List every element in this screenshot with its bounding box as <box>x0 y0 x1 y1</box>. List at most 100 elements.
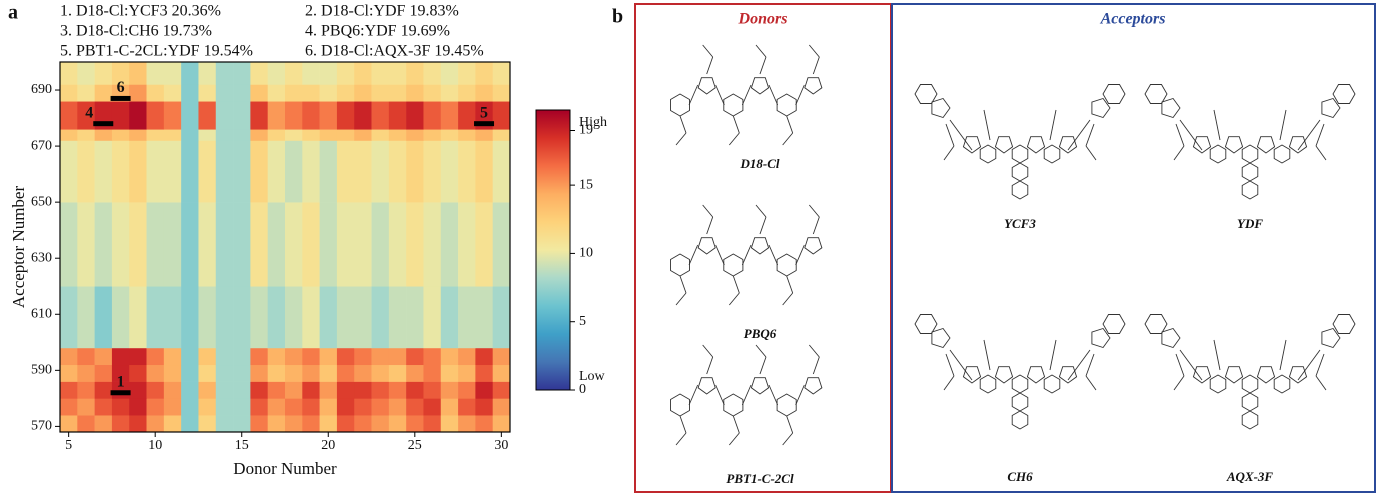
heatmap-cell <box>215 62 234 85</box>
bond <box>808 204 820 218</box>
heatmap-cell <box>163 101 182 130</box>
heatmap-cell <box>319 129 338 141</box>
heatmap-cell <box>285 101 303 130</box>
heatmap-cell <box>250 129 268 141</box>
x-tick-label: 25 <box>408 438 422 453</box>
ring <box>1209 374 1227 394</box>
heatmap-cell <box>475 140 493 203</box>
ring <box>1241 180 1259 200</box>
heatmap-cell <box>129 381 147 399</box>
ring <box>931 97 951 119</box>
heatmap-cell <box>388 84 407 102</box>
heatmap-cell <box>319 202 338 287</box>
bond <box>983 109 991 141</box>
ring <box>979 144 997 164</box>
heatmap-cell <box>250 398 268 416</box>
heatmap-cell <box>60 202 78 287</box>
bond <box>1279 339 1287 371</box>
heatmap-cell <box>406 364 424 382</box>
marker-bar <box>474 121 495 127</box>
heatmap-cell <box>336 347 355 366</box>
heatmap-cell <box>371 415 390 433</box>
colorbar-tick-label: 10 <box>579 246 593 261</box>
heatmap-cell <box>423 347 442 366</box>
heatmap-cell <box>319 101 338 130</box>
heatmap-cell <box>181 140 199 203</box>
heatmap-cell <box>458 286 476 349</box>
heatmap-cell <box>163 140 182 203</box>
heatmap-cell <box>111 140 130 203</box>
y-tick-label: 570 <box>31 419 52 434</box>
heatmap-cell <box>181 286 199 349</box>
heatmap-cell <box>163 62 182 85</box>
heatmap-cell <box>492 398 511 416</box>
heatmap-cell <box>475 364 493 382</box>
heatmap-cell <box>423 62 442 85</box>
heatmap-cell <box>406 202 424 287</box>
heatmap-cell <box>492 129 511 141</box>
heatmap-cell <box>60 398 78 416</box>
bond <box>768 244 779 266</box>
bond <box>1213 339 1221 371</box>
bond <box>675 432 687 446</box>
colorbar-tick-label: 19 <box>579 123 593 138</box>
heatmap-cell <box>354 364 372 382</box>
heatmap-cell <box>129 140 147 203</box>
bond <box>795 244 805 266</box>
heatmap-cell <box>250 101 268 130</box>
bond <box>755 344 767 358</box>
molecule <box>670 204 823 306</box>
heatmap-cell <box>302 140 320 203</box>
bond <box>759 216 767 235</box>
bond <box>732 415 740 434</box>
bond <box>702 344 714 358</box>
ring <box>1241 374 1259 394</box>
bond <box>675 132 687 146</box>
heatmap-cell <box>250 286 268 349</box>
ring <box>1011 410 1029 430</box>
heatmap-cell <box>423 101 442 130</box>
heatmap-cell <box>423 202 442 287</box>
heatmap-cell <box>60 364 78 382</box>
heatmap-cell <box>94 398 113 416</box>
heatmap-cell <box>215 101 234 130</box>
heatmap-cell <box>60 381 78 399</box>
heatmap-cell <box>250 381 268 399</box>
panel-label: a <box>8 2 18 24</box>
heatmap-cell <box>302 364 320 382</box>
heatmap-cell <box>371 347 390 366</box>
ring <box>1241 392 1259 412</box>
ring <box>1332 84 1356 104</box>
heatmap-cell <box>440 62 459 85</box>
heatmap-cell <box>492 381 511 399</box>
heatmap-cell <box>267 140 286 203</box>
heatmap-cell <box>181 202 199 287</box>
bond <box>1085 145 1097 161</box>
heatmap-cell <box>475 381 493 399</box>
ring <box>1332 314 1356 334</box>
heatmap-cell <box>250 347 268 366</box>
colorbar-high: High <box>579 115 607 130</box>
heatmap-cell <box>215 347 234 366</box>
heatmap-cell <box>215 140 234 203</box>
heatmap-cell <box>146 129 165 141</box>
heatmap-cell <box>198 84 217 102</box>
heatmap-cell <box>77 202 95 287</box>
heatmap-cell <box>181 347 199 366</box>
heatmap-cell <box>302 286 320 349</box>
heatmap-cell <box>233 129 251 141</box>
heatmap-cell <box>371 286 390 349</box>
molecule <box>914 314 1126 430</box>
molecule-name: YCF3 <box>1004 216 1036 231</box>
heatmap-cell <box>129 84 147 102</box>
marker-bar <box>110 95 131 101</box>
bond <box>1315 145 1327 161</box>
x-tick-label: 10 <box>148 438 162 453</box>
bond <box>759 356 767 375</box>
bond <box>741 84 752 106</box>
molecule <box>1144 314 1356 430</box>
heatmap-cell <box>371 129 390 141</box>
ring <box>1102 314 1126 334</box>
molecule <box>670 344 823 446</box>
ring <box>914 84 938 104</box>
